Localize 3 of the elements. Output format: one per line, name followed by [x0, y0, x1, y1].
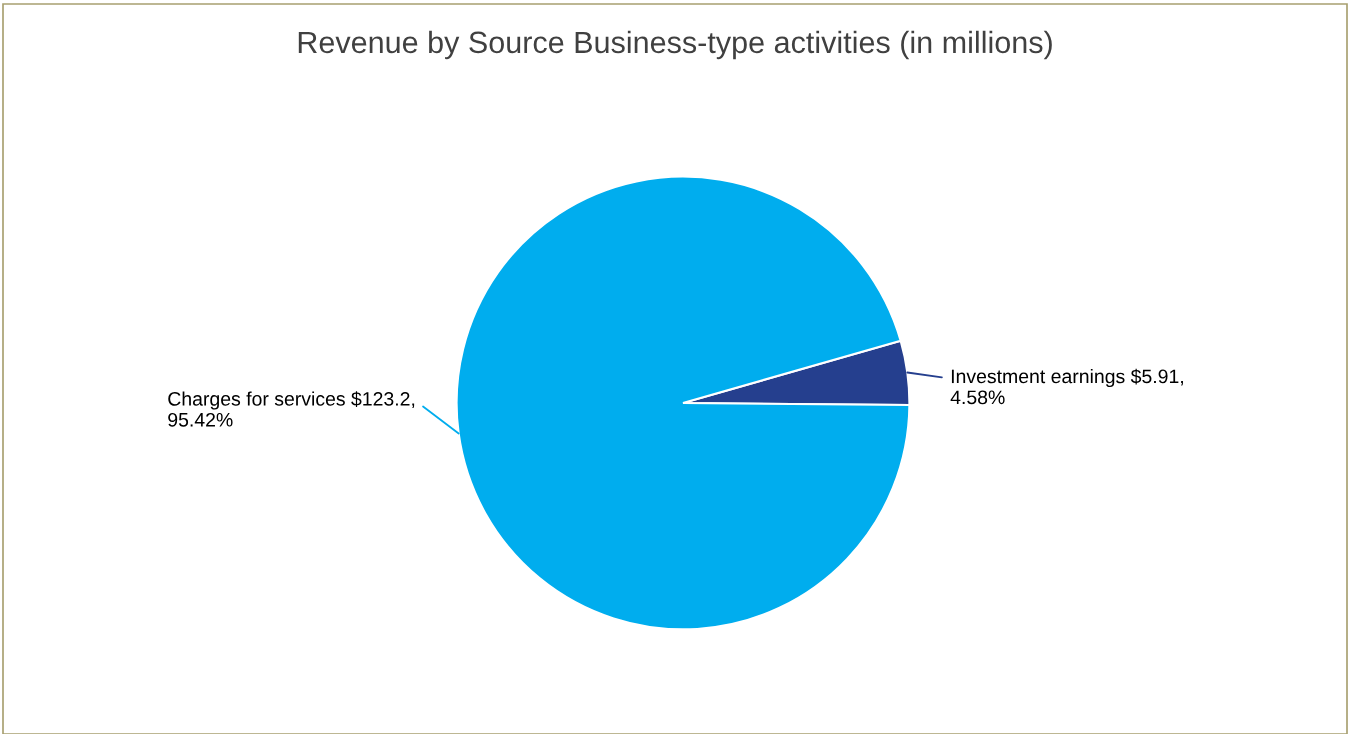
slice-label: Charges for services $123.2, 95.42% — [168, 391, 415, 427]
slice-label: Investment earnings $5.91, 4.58% — [950, 368, 1183, 405]
chart-title: Revenue by Source Business-type activities (in millions) — [298, 30, 1052, 60]
